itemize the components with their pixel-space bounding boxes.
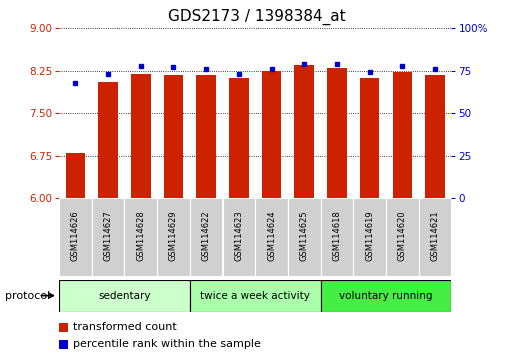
- Bar: [255, 198, 288, 276]
- Text: GSM114628: GSM114628: [136, 210, 145, 261]
- Bar: [196, 75, 216, 198]
- Bar: [386, 198, 419, 276]
- Bar: [131, 74, 150, 198]
- Bar: [66, 153, 85, 198]
- Text: twice a week activity: twice a week activity: [200, 291, 310, 301]
- Text: GSM114624: GSM114624: [267, 210, 276, 261]
- Text: sedentary: sedentary: [98, 291, 151, 301]
- Bar: [190, 198, 223, 276]
- Bar: [321, 280, 451, 312]
- Bar: [360, 78, 380, 198]
- Text: GSM114627: GSM114627: [104, 210, 112, 261]
- Bar: [262, 71, 281, 198]
- Bar: [294, 65, 314, 198]
- Bar: [190, 280, 321, 312]
- Bar: [157, 198, 190, 276]
- Bar: [327, 68, 347, 198]
- Bar: [425, 75, 445, 198]
- Text: transformed count: transformed count: [73, 322, 177, 332]
- Bar: [288, 198, 321, 276]
- Text: GSM114625: GSM114625: [300, 210, 309, 261]
- Text: GSM114623: GSM114623: [234, 210, 243, 261]
- Bar: [419, 198, 451, 276]
- Text: percentile rank within the sample: percentile rank within the sample: [73, 339, 261, 349]
- Text: GSM114621: GSM114621: [430, 210, 440, 261]
- Text: GDS2173 / 1398384_at: GDS2173 / 1398384_at: [168, 9, 345, 25]
- Text: GSM114620: GSM114620: [398, 210, 407, 261]
- Bar: [353, 198, 386, 276]
- Bar: [59, 198, 92, 276]
- Text: GSM114622: GSM114622: [202, 210, 211, 261]
- Text: GSM114619: GSM114619: [365, 210, 374, 261]
- Bar: [223, 198, 255, 276]
- Text: voluntary running: voluntary running: [339, 291, 433, 301]
- Bar: [392, 73, 412, 198]
- Text: GSM114626: GSM114626: [71, 210, 80, 261]
- Bar: [164, 75, 183, 198]
- Bar: [98, 82, 118, 198]
- Bar: [125, 198, 157, 276]
- Bar: [321, 198, 353, 276]
- Bar: [229, 78, 249, 198]
- Text: GSM114618: GSM114618: [332, 210, 342, 261]
- Text: protocol: protocol: [5, 291, 50, 301]
- Text: GSM114629: GSM114629: [169, 210, 178, 261]
- Bar: [92, 198, 124, 276]
- Bar: [59, 280, 190, 312]
